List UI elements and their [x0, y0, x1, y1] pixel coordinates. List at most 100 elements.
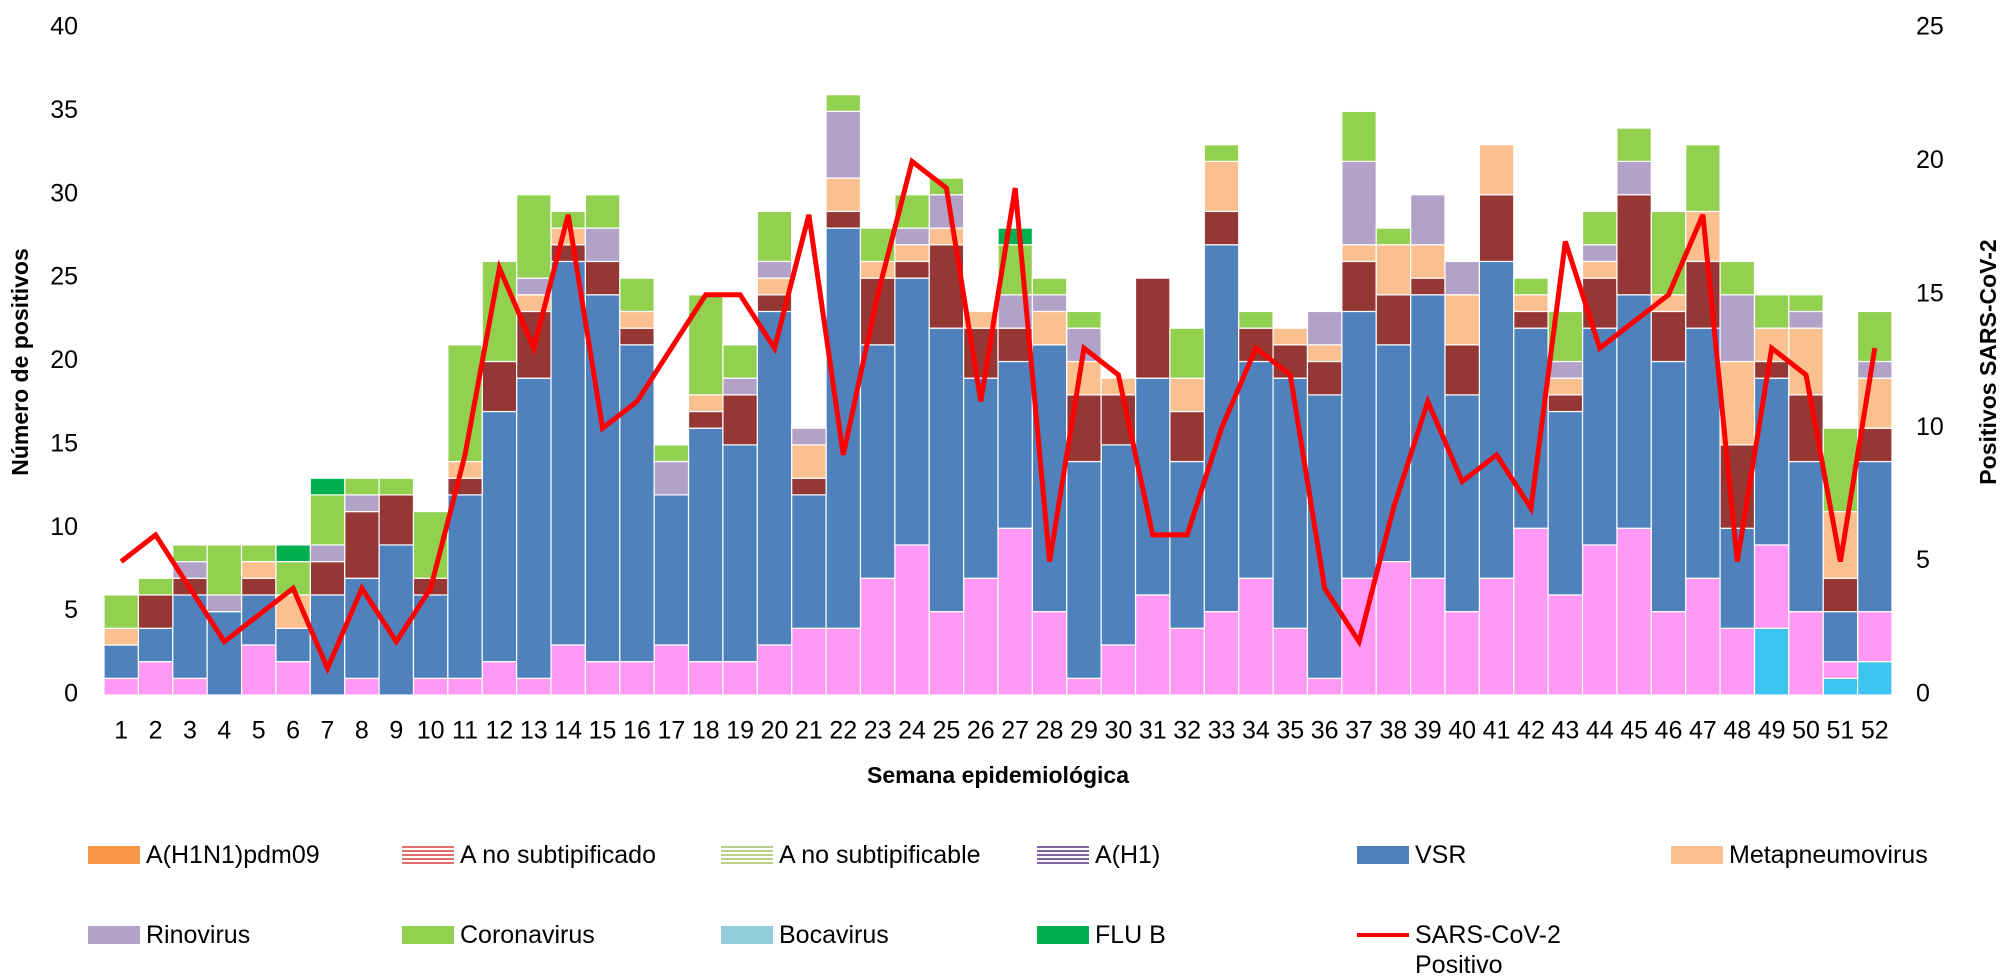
bar-segment — [825, 94, 862, 112]
x-tick-label: 42 — [1517, 717, 1545, 745]
y2-tick-label: 0 — [1916, 680, 1930, 708]
bar-segment — [653, 644, 690, 696]
bar-segment — [1616, 527, 1652, 696]
y-tick-label: 35 — [50, 96, 78, 124]
x-tick-label: 50 — [1792, 717, 1820, 745]
x-tick-label: 32 — [1173, 717, 1201, 745]
bar-segment — [722, 661, 758, 696]
bar-segment — [1341, 260, 1377, 313]
x-tick-label: 23 — [864, 717, 892, 745]
bar-segment — [344, 477, 380, 496]
bar-segment — [756, 260, 793, 279]
legend-swatch — [1357, 933, 1409, 937]
bar-segment — [240, 577, 277, 596]
x-tick-label: 40 — [1448, 717, 1476, 745]
y-axis-title: Número de positivos — [7, 248, 33, 475]
bar-segment — [1788, 294, 1824, 313]
y2-tick-label: 10 — [1916, 413, 1944, 441]
bar-segment — [1513, 294, 1549, 313]
bar-segment — [1203, 210, 1240, 246]
bar-segment — [1272, 377, 1309, 629]
bar-segment — [1650, 310, 1687, 363]
y-tick-label: 40 — [50, 13, 78, 41]
bar-segment — [1031, 611, 1068, 696]
bar-segment — [791, 494, 827, 629]
bar-segment — [1375, 244, 1412, 296]
bar-segment — [1857, 310, 1893, 363]
bar-segment — [137, 594, 174, 629]
bar-segment — [1719, 294, 1756, 363]
bar-segment — [103, 594, 139, 629]
bar-segment — [378, 477, 415, 496]
bar-segment — [859, 577, 896, 696]
bar-segment — [103, 677, 139, 696]
bar-segment — [1650, 611, 1687, 696]
bar-segment — [240, 544, 277, 563]
legend-item: A(H1N1)pdm09 — [88, 840, 320, 870]
bar-segment — [619, 344, 655, 663]
bar-segment — [206, 594, 243, 613]
bar-segment — [1272, 327, 1309, 346]
bar-segment — [1203, 160, 1240, 213]
bar-segment — [1306, 344, 1343, 363]
bar-segment — [1444, 294, 1480, 346]
bar-segment — [722, 377, 758, 396]
bar-segment — [1341, 110, 1377, 163]
bar-segment — [1547, 594, 1584, 696]
bar-segment — [1857, 661, 1893, 696]
x-tick-label: 35 — [1276, 717, 1304, 745]
bar-segment — [584, 194, 621, 229]
y-tick-label: 30 — [50, 179, 78, 207]
bar-segment — [894, 244, 930, 263]
bar-segment — [1203, 144, 1240, 163]
bar-segment — [447, 677, 483, 696]
bar-segment — [103, 644, 139, 679]
bar-segment — [344, 677, 380, 696]
bar-segment — [584, 227, 621, 263]
bar-segment — [1822, 577, 1859, 613]
x-tick-label: 43 — [1551, 717, 1579, 745]
x-tick-label: 27 — [1001, 717, 1029, 745]
bar-segment — [894, 277, 930, 546]
bar-segment — [550, 227, 586, 246]
y-tick-label: 15 — [50, 429, 78, 457]
bar-segment — [997, 527, 1033, 696]
bar-segment — [791, 477, 827, 496]
bar-segment — [1581, 327, 1618, 546]
bar-segment — [1169, 327, 1205, 379]
bar-segment — [481, 360, 518, 413]
bar-segment — [1375, 344, 1412, 563]
legend-swatch — [721, 846, 773, 864]
legend-swatch — [88, 926, 140, 944]
bar-segment — [1547, 394, 1584, 413]
x-tick-label: 49 — [1758, 717, 1786, 745]
bar-segment — [1066, 310, 1102, 329]
bar-segment — [206, 544, 243, 596]
legend-label: A(H1) — [1095, 841, 1161, 869]
bar-segment — [1753, 294, 1790, 329]
bar-segment — [825, 227, 862, 629]
legend-item: VSR — [1357, 840, 1466, 870]
bar-segment — [1581, 544, 1618, 696]
x-tick-label: 3 — [183, 717, 197, 745]
bar-segment — [550, 644, 586, 696]
bar-segment — [1547, 410, 1584, 596]
y2-tick-label: 15 — [1916, 279, 1944, 307]
bar-segment — [103, 627, 139, 646]
bar-segment — [1822, 661, 1859, 679]
bar-segment — [825, 110, 862, 179]
x-tick-label: 44 — [1586, 717, 1614, 745]
bar-segment — [722, 444, 758, 663]
bar-segment — [1272, 627, 1309, 696]
x-tick-label: 47 — [1689, 717, 1717, 745]
y-tick-label: 25 — [50, 263, 78, 291]
bar-segment — [1478, 194, 1515, 263]
legend-swatch — [1037, 926, 1089, 944]
x-tick-label: 30 — [1104, 717, 1132, 745]
x-tick-label: 8 — [355, 717, 369, 745]
x-tick-label: 28 — [1036, 717, 1064, 745]
bar-segment — [1306, 677, 1343, 696]
y-tick-label: 0 — [64, 680, 78, 708]
line — [119, 157, 1878, 675]
